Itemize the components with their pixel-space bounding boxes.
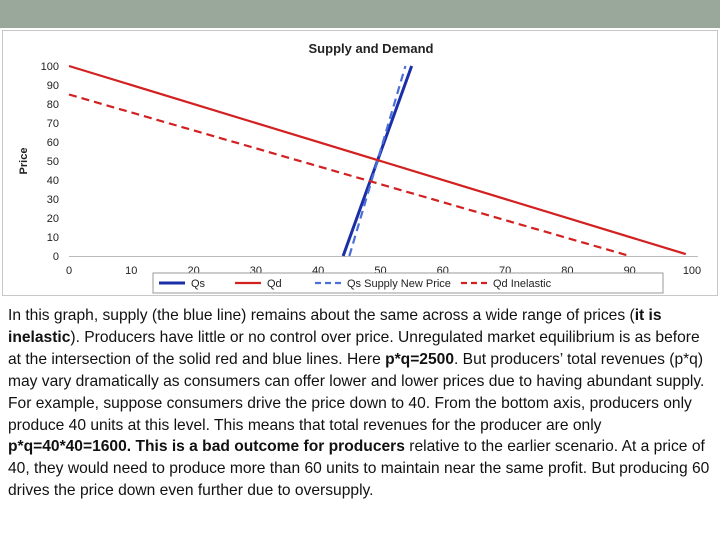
y-tick-label: 30: [47, 194, 59, 206]
explanation-paragraph: In this graph, supply (the blue line) re…: [8, 305, 716, 502]
y-tick-label: 90: [47, 80, 59, 92]
y-tick-label: 80: [47, 99, 59, 111]
text-segment: ). Producers have little or no control o…: [8, 328, 700, 368]
x-tick-label: 10: [125, 265, 137, 277]
chart-legend: Qs Qd Qs Supply New Price Qd Inelastic: [152, 272, 664, 294]
text-bold-segment: it is inelastic: [8, 307, 662, 346]
series-line-qs-supply-new-price: [348, 65, 407, 257]
chart-panel: Supply and Demand Price 0 10 20 30 40 50 60 70 8…: [2, 30, 718, 296]
text-segment: . But producers’ total revenues (p*q) ma…: [8, 350, 705, 434]
y-tick-label: 70: [47, 118, 59, 130]
y-tick-label: 40: [47, 175, 59, 187]
legend-label: Qd: [267, 278, 282, 290]
y-tick-label: 0: [53, 251, 59, 263]
chart-svg: Supply and Demand Price 0 10 20 30 40 50 60 70 8…: [18, 41, 702, 294]
text-segment: relative to the earlier scenario. At a p…: [8, 438, 710, 500]
text-segment: In this graph, supply (the blue line) re…: [8, 307, 635, 324]
series-line-qd: [68, 64, 687, 256]
x-tick-label: 100: [683, 265, 701, 277]
legend-label: Qs: [191, 278, 206, 290]
text-bold-segment: p*q=40*40=1600. This is a bad outcome fo…: [8, 438, 405, 456]
y-tick-label: 100: [41, 61, 59, 73]
y-axis-label: Price: [18, 148, 30, 175]
y-tick-label: 20: [47, 213, 59, 225]
legend-box: [152, 272, 664, 294]
y-tick-label: 50: [47, 156, 59, 168]
series-line-qd-inelastic: [68, 93, 631, 258]
y-tick-label: 60: [47, 137, 59, 149]
text-bold-segment: p*q=2500: [385, 350, 454, 368]
x-tick-label: 0: [66, 265, 72, 277]
series-layer: [68, 64, 687, 258]
y-tick-label: 10: [47, 232, 59, 244]
legend-label: Qs Supply New Price: [347, 278, 451, 290]
chart-title: Supply and Demand: [309, 41, 434, 56]
top-banner: [0, 0, 720, 28]
legend-label: Qd Inelastic: [493, 278, 552, 290]
